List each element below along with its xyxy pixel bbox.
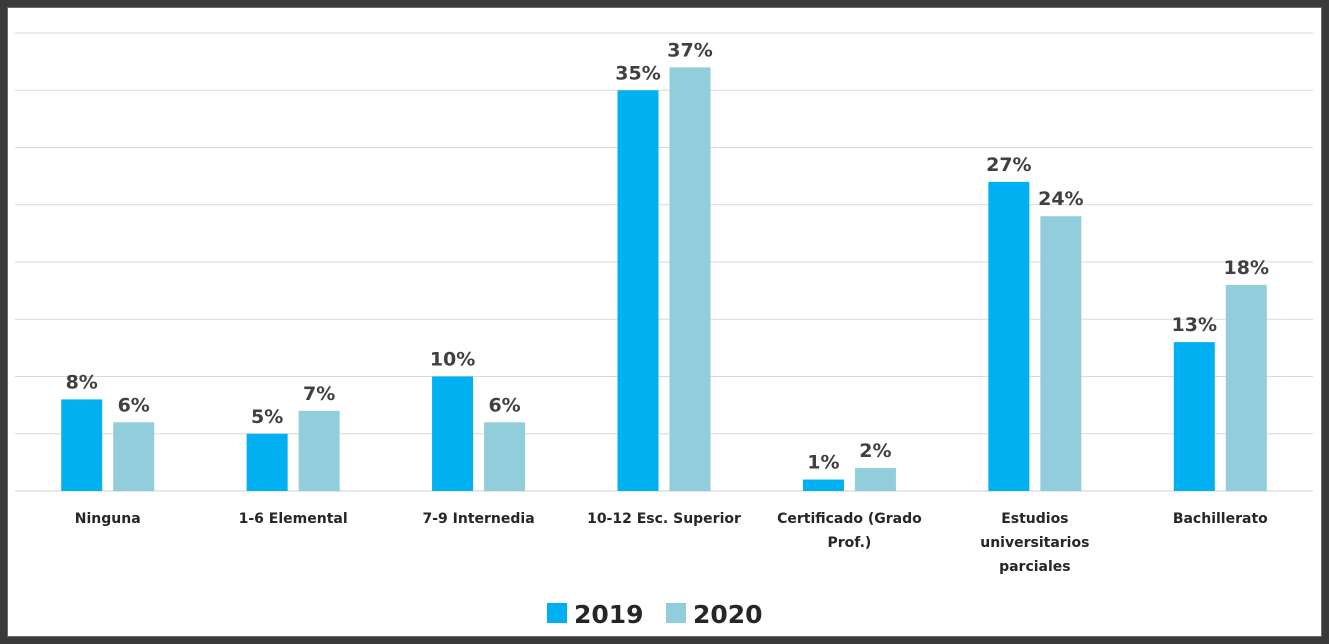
- legend-swatch-2019: [547, 603, 567, 623]
- category-label-3: 10-12 Esc. Superior: [587, 511, 741, 527]
- data-label-2019-1: 5%: [251, 406, 283, 428]
- bars: [61, 67, 1267, 491]
- data-label-2019-6: 13%: [1172, 314, 1217, 336]
- category-label-6: Bachillerato: [1173, 511, 1268, 527]
- gridlines: [15, 32, 1313, 492]
- bar-2019-4: [802, 479, 844, 491]
- bar-2020-4: [854, 468, 896, 491]
- bar-2020-6: [1225, 284, 1267, 491]
- legend-label-2020: 2020: [693, 600, 763, 629]
- category-labels: Ninguna 1-6 Elemental 7-9 Internedia 10-12 …: [75, 511, 1268, 575]
- bar-2020-5: [1040, 216, 1082, 491]
- bar-2020-3: [669, 67, 711, 491]
- bar-2019-2: [432, 376, 474, 491]
- bar-2019-5: [988, 181, 1030, 491]
- legend-swatch-2020: [666, 603, 686, 623]
- data-label-2020-0: 6%: [118, 394, 150, 416]
- bar-2020-0: [113, 422, 155, 491]
- bar-2020-2: [484, 422, 526, 491]
- bar-2019-0: [61, 399, 103, 491]
- data-label-2019-3: 35%: [615, 62, 660, 84]
- data-label-2019-2: 10%: [430, 349, 475, 371]
- category-label-5: Estudios universitarios parciales: [980, 511, 1089, 575]
- category-label-1: 1-6 Elemental: [239, 511, 348, 527]
- data-label-2020-3: 37%: [667, 39, 712, 61]
- data-label-2020-5: 24%: [1038, 188, 1083, 210]
- data-label-2020-6: 18%: [1224, 257, 1269, 279]
- category-label-0: Ninguna: [75, 511, 141, 527]
- category-label-4: Certificado (Grado Prof.): [777, 511, 922, 551]
- data-label-2020-1: 7%: [303, 383, 335, 405]
- data-label-2020-2: 6%: [488, 394, 520, 416]
- data-label-2019-0: 8%: [66, 371, 98, 393]
- bar-2020-1: [298, 410, 340, 491]
- category-label-2: 7-9 Internedia: [422, 511, 534, 527]
- data-label-2019-5: 27%: [986, 154, 1031, 176]
- bar-2019-6: [1173, 342, 1215, 491]
- data-label-2019-4: 1%: [807, 452, 839, 474]
- bar-2019-3: [617, 90, 659, 491]
- legend: 2019 2020: [547, 600, 763, 629]
- data-label-2020-4: 2%: [859, 440, 891, 462]
- data-labels: 8% 6% 5% 7% 10% 6% 35% 37% 1% 2% 27% 24% 13% 18%: [66, 39, 1269, 473]
- bar-2019-1: [246, 433, 288, 491]
- legend-label-2019: 2019: [574, 600, 644, 629]
